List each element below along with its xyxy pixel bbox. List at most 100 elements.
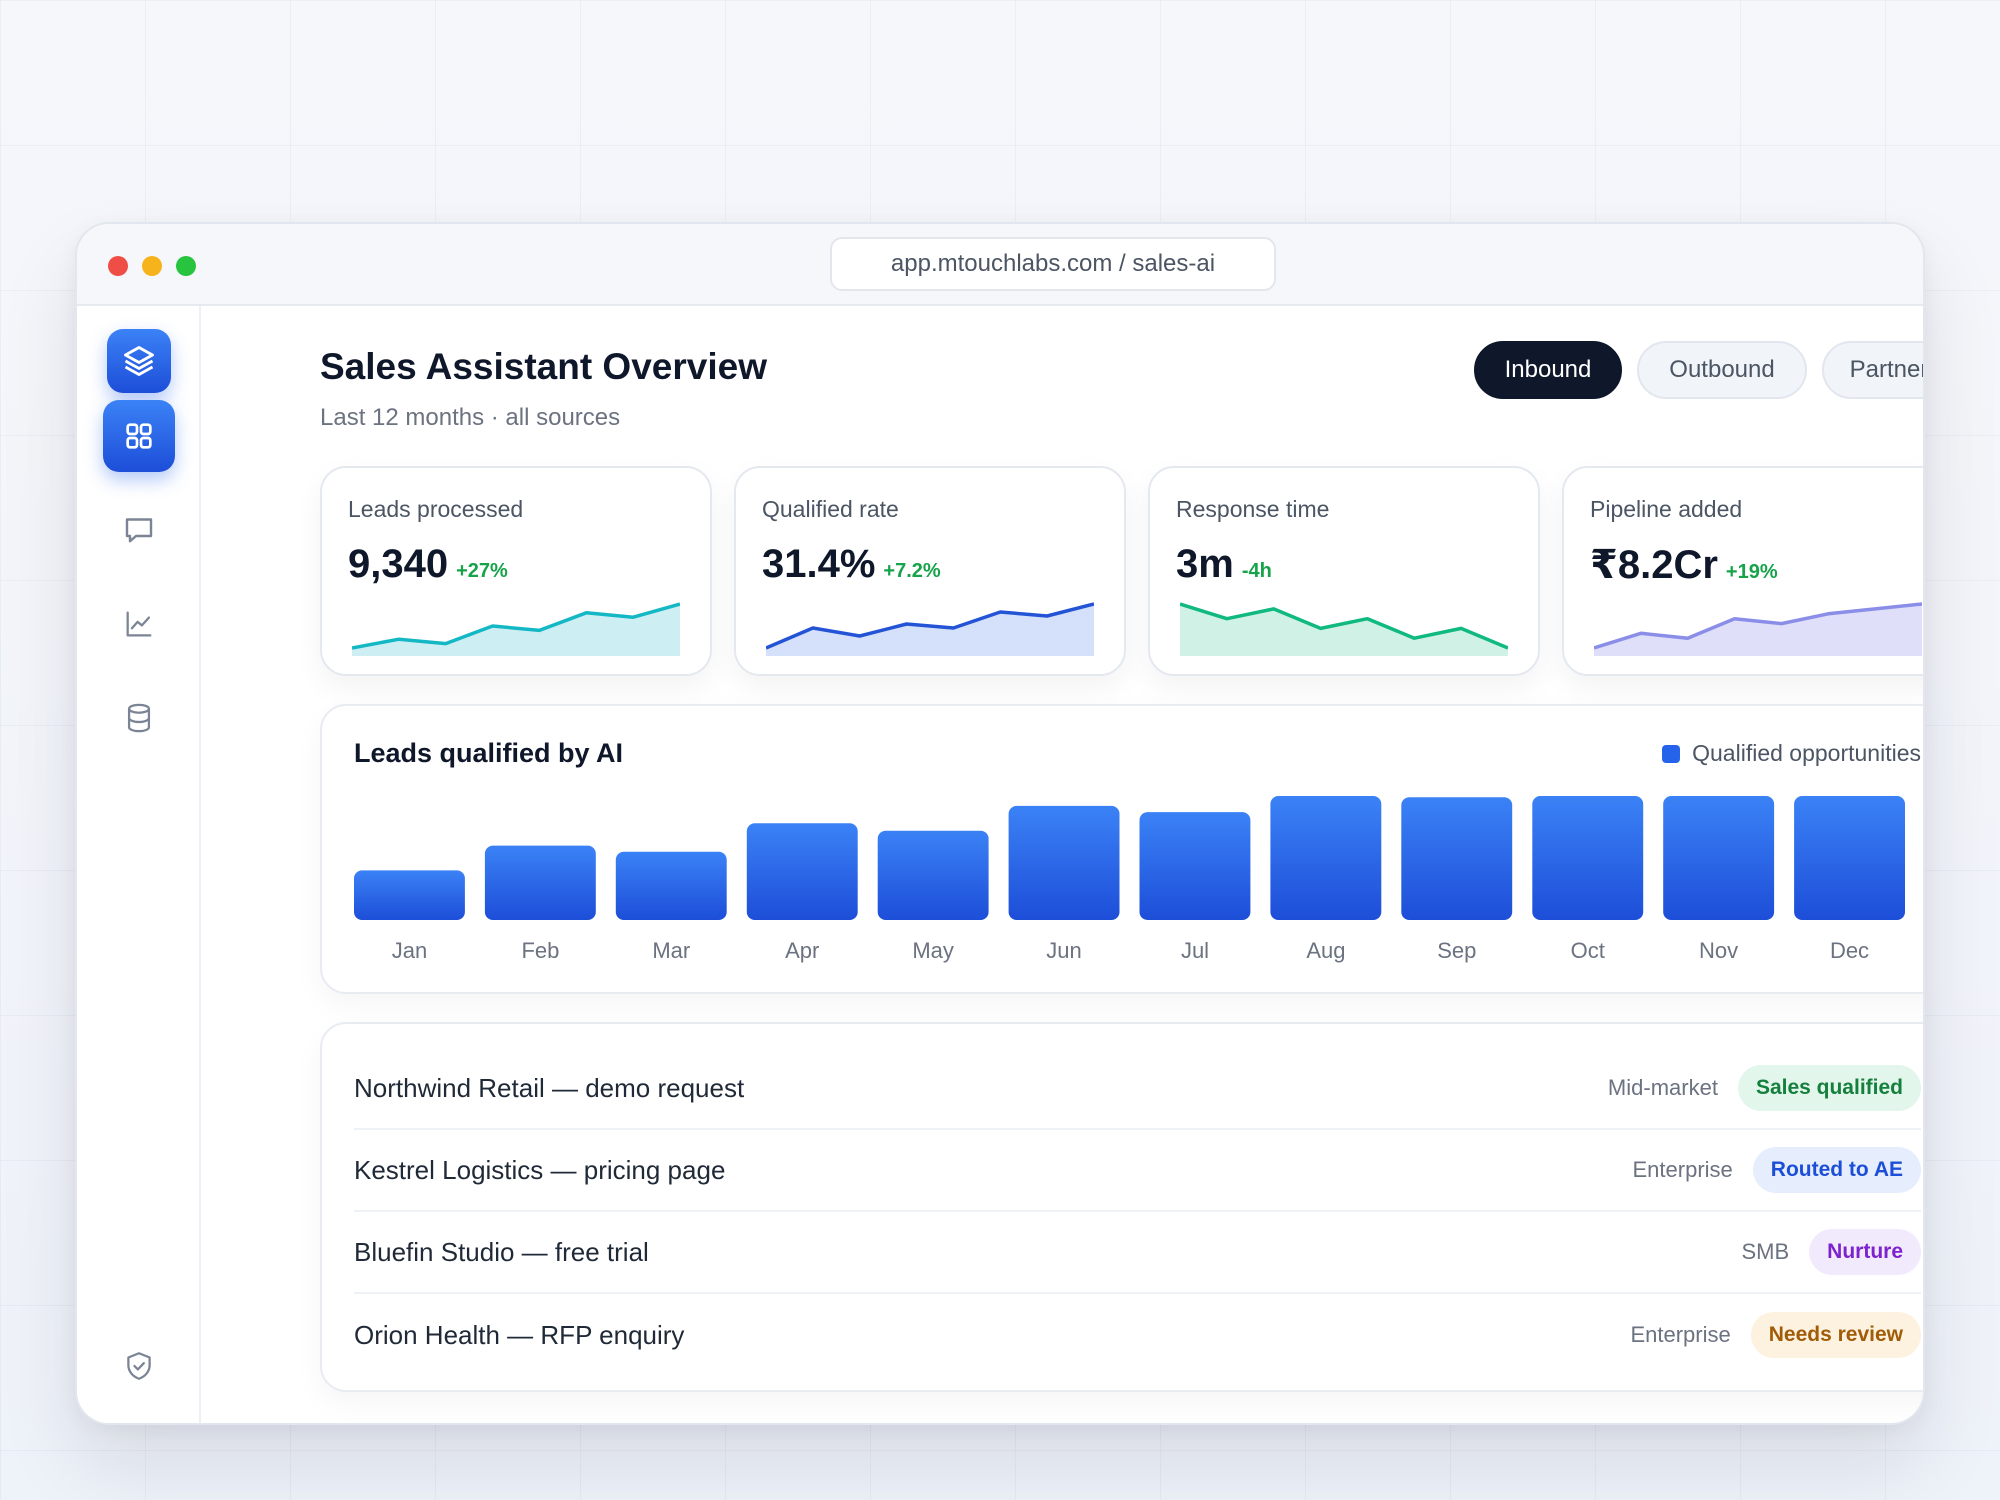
page-subtitle: Last 12 months · all sources	[320, 404, 621, 431]
bar-jun[interactable]	[1008, 805, 1120, 920]
kpi-delta: +7.2%	[883, 560, 941, 582]
lead-row[interactable]: Bluefin Studio — free trial SMB Nurture	[354, 1212, 1921, 1294]
maximize-window-dot[interactable]	[176, 256, 196, 276]
sidebar-item-dashboard[interactable]	[103, 400, 175, 472]
lead-segment: Mid-market	[1607, 1075, 1718, 1100]
lead-title: Kestrel Logistics — pricing page	[354, 1154, 726, 1185]
status-badge: Sales qualified	[1737, 1065, 1921, 1111]
sparkline	[352, 602, 680, 656]
chart-title: Leads qualified by AI	[354, 738, 624, 768]
bar-dec[interactable]	[1794, 796, 1905, 920]
kpi-delta: +27%	[456, 560, 508, 582]
sidebar-item-data[interactable]	[103, 682, 175, 754]
page-title: Sales Assistant Overview	[320, 346, 767, 387]
sparkline	[1594, 602, 1922, 656]
bar-mar[interactable]	[615, 851, 727, 920]
x-tick-label: Aug	[1306, 938, 1345, 963]
kpi-value: 9,340 +27%	[348, 542, 508, 587]
kpi-label: Response time	[1176, 496, 1330, 522]
sparkline-area	[1180, 604, 1508, 656]
tab-inbound[interactable]: Inbound	[1474, 341, 1622, 399]
kpi-card: Leads processed 9,340 +27%	[320, 466, 712, 676]
bar-apr[interactable]	[746, 823, 858, 920]
x-tick-label: Jun	[1046, 938, 1081, 963]
minimize-window-dot[interactable]	[142, 256, 162, 276]
bar-aug[interactable]	[1270, 796, 1382, 920]
kpi-delta: -4h	[1241, 560, 1272, 582]
lead-meta: SMB Nurture	[1741, 1229, 1921, 1275]
x-tick-label: Feb	[521, 938, 559, 963]
sidebar-item-security[interactable]	[103, 1330, 175, 1402]
lead-title: Orion Health — RFP enquiry	[354, 1319, 685, 1350]
lead-segment: Enterprise	[1630, 1322, 1731, 1347]
line-chart-icon	[126, 611, 152, 637]
status-badge: Nurture	[1809, 1229, 1921, 1275]
sparkline-line	[766, 602, 1094, 650]
bar-may[interactable]	[877, 830, 989, 920]
lead-segment: SMB	[1741, 1239, 1790, 1264]
sparkline-line	[1594, 602, 1922, 650]
kpi-label: Pipeline added	[1590, 496, 1743, 522]
browser-window: app.mtouchlabs.com / sales-ai	[75, 222, 1925, 1425]
tab-outbound[interactable]: Outbound	[1637, 341, 1807, 399]
leads-chart-card: Leads qualified by AI Qualified opportun…	[320, 704, 1923, 994]
sparkline-area	[1594, 604, 1922, 656]
chart-legend: Qualified opportunities	[1662, 740, 1921, 767]
bar-feb[interactable]	[484, 845, 596, 920]
kpi-value: 3m -4h	[1176, 542, 1272, 587]
sidebar-item-messages[interactable]	[103, 494, 175, 566]
bar-jan[interactable]	[354, 870, 465, 920]
sparkline	[766, 602, 1094, 656]
shield-check-icon	[127, 1352, 151, 1380]
close-window-dot[interactable]	[108, 256, 128, 276]
status-badge: Needs review	[1750, 1312, 1921, 1358]
kpi-label: Leads processed	[348, 496, 524, 522]
lead-row[interactable]: Kestrel Logistics — pricing page Enterpri…	[354, 1130, 1921, 1212]
bar-sep[interactable]	[1401, 797, 1513, 920]
address-bar[interactable]: app.mtouchlabs.com / sales-ai	[830, 237, 1276, 291]
bar-chart: Jan Feb Mar Apr May Jun Jul Aug Sep Oct Nov Dec	[354, 796, 1905, 963]
kpi-delta: +19%	[1725, 561, 1778, 583]
bar-jul[interactable]	[1139, 812, 1251, 920]
x-tick-label: Oct	[1571, 938, 1605, 963]
kpi-number: ₹8.2Cr	[1590, 543, 1718, 587]
bar-oct[interactable]	[1532, 796, 1644, 920]
lead-meta: Enterprise Routed to AE	[1632, 1147, 1921, 1193]
x-tick-label: Nov	[1699, 938, 1738, 963]
sparkline-line	[352, 602, 680, 650]
lead-row[interactable]: Northwind Retail — demo request Mid-marke…	[354, 1048, 1921, 1130]
lead-meta: Enterprise Needs review	[1630, 1312, 1921, 1358]
tab-partner[interactable]: Partner	[1822, 341, 1923, 399]
sidebar-item-analytics[interactable]	[103, 588, 175, 660]
x-tick-label: Sep	[1437, 938, 1476, 963]
stack-layers-icon[interactable]	[107, 329, 171, 393]
x-tick-label: Mar	[652, 938, 690, 963]
lead-row[interactable]: Orion Health — RFP enquiry Enterprise Need…	[354, 1294, 1921, 1376]
kpi-card: Pipeline added ₹8.2Cr +19%	[1562, 466, 1923, 676]
kpi-number: 9,340	[348, 542, 449, 586]
main-content: Sales Assistant Overview Last 12 months …	[203, 306, 1923, 1423]
kpi-number: 3m	[1176, 542, 1234, 586]
x-tick-label: Jul	[1181, 938, 1209, 963]
x-tick-label: May	[912, 938, 954, 963]
sparkline-line	[1180, 602, 1508, 650]
kpi-card: Qualified rate 31.4% +7.2%	[734, 466, 1126, 676]
leads-list: Northwind Retail — demo request Mid-marke…	[320, 1022, 1923, 1392]
kpi-number: 31.4%	[762, 542, 876, 586]
kpi-label: Qualified rate	[762, 496, 899, 522]
sparkline	[1180, 602, 1508, 656]
status-badge: Routed to AE	[1752, 1147, 1921, 1193]
lead-meta: Mid-market Sales qualified	[1608, 1065, 1921, 1111]
lead-title: Bluefin Studio — free trial	[354, 1236, 649, 1267]
legend-swatch	[1662, 744, 1681, 763]
sparkline-area	[352, 604, 680, 656]
kpi-value: ₹8.2Cr +19%	[1590, 542, 1778, 588]
x-tick-label: Dec	[1830, 938, 1869, 963]
bar-nov[interactable]	[1663, 796, 1775, 920]
title-bar: app.mtouchlabs.com / sales-ai	[77, 224, 1923, 306]
database-icon	[127, 703, 151, 733]
kpi-card: Response time 3m -4h	[1148, 466, 1540, 676]
lead-segment: Enterprise	[1632, 1157, 1733, 1182]
lead-title: Northwind Retail — demo request	[354, 1072, 745, 1103]
sidebar	[77, 306, 201, 1423]
